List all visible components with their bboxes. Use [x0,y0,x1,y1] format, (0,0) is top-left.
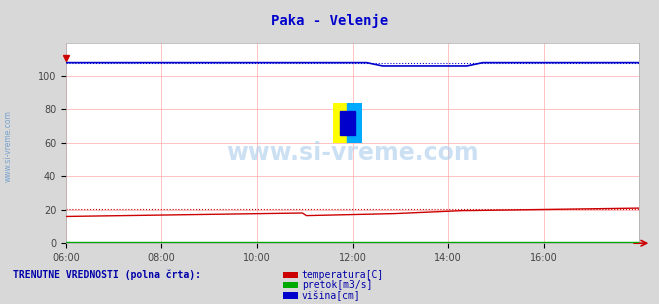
Text: www.si-vreme.com: www.si-vreme.com [226,141,479,165]
FancyBboxPatch shape [283,272,298,278]
Bar [340,111,355,135]
Text: TRENUTNE VREDNOSTI (polna črta):: TRENUTNE VREDNOSTI (polna črta): [13,269,201,280]
Text: Paka - Velenje: Paka - Velenje [271,14,388,28]
Text: pretok[m3/s]: pretok[m3/s] [302,280,372,290]
Text: višina[cm]: višina[cm] [302,290,360,301]
FancyBboxPatch shape [283,292,298,299]
Polygon shape [347,103,362,143]
Text: temperatura[C]: temperatura[C] [302,270,384,280]
FancyBboxPatch shape [283,282,298,288]
Text: www.si-vreme.com: www.si-vreme.com [3,110,13,182]
